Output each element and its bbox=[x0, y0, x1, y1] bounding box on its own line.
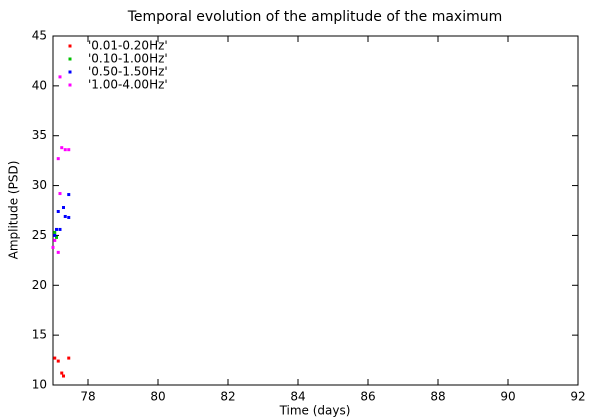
point bbox=[56, 157, 60, 161]
x-tick-label: 80 bbox=[150, 390, 165, 404]
x-tick-label: 88 bbox=[430, 390, 445, 404]
legend-marker bbox=[68, 83, 72, 87]
y-axis-label: Amplitude (PSD) bbox=[7, 161, 21, 260]
point bbox=[60, 371, 64, 375]
x-tick-label: 84 bbox=[290, 390, 305, 404]
point bbox=[58, 75, 62, 79]
x-tick-label: 86 bbox=[360, 390, 375, 404]
point bbox=[67, 148, 71, 152]
legend-label: '1.00-4.00Hz' bbox=[88, 78, 168, 92]
point bbox=[56, 250, 60, 254]
y-tick-label: 10 bbox=[32, 378, 47, 392]
legend-marker bbox=[68, 44, 72, 48]
legend-label: '0.10-1.00Hz' bbox=[88, 52, 168, 66]
legend-label: '0.50-1.50Hz' bbox=[88, 65, 168, 79]
y-tick-label: 40 bbox=[32, 78, 47, 92]
point bbox=[56, 359, 60, 363]
x-tick-label: 90 bbox=[500, 390, 515, 404]
point bbox=[53, 356, 57, 360]
plot-frame bbox=[52, 35, 579, 386]
point bbox=[67, 193, 71, 197]
point bbox=[53, 233, 57, 237]
chart-title: Temporal evolution of the amplitude of t… bbox=[127, 9, 503, 25]
point bbox=[63, 148, 67, 152]
legend-label: '0.01-0.20Hz' bbox=[88, 39, 168, 53]
point bbox=[60, 146, 64, 150]
y-tick-label: 15 bbox=[32, 328, 47, 342]
point bbox=[56, 209, 60, 213]
point bbox=[62, 374, 65, 378]
point bbox=[58, 227, 62, 231]
x-axis-label: Time (days) bbox=[279, 404, 351, 418]
point bbox=[55, 235, 58, 239]
y-tick-label: 45 bbox=[32, 29, 47, 43]
point bbox=[51, 245, 55, 249]
y-tick-label: 30 bbox=[32, 178, 47, 192]
y-tick-label: 20 bbox=[32, 278, 47, 292]
point bbox=[67, 356, 71, 360]
point bbox=[55, 227, 58, 231]
x-tick-label: 78 bbox=[80, 390, 95, 404]
y-tick-label: 35 bbox=[32, 128, 47, 142]
point bbox=[67, 215, 71, 219]
legend-marker bbox=[68, 57, 72, 61]
point bbox=[63, 214, 67, 218]
point bbox=[58, 192, 62, 196]
point bbox=[62, 206, 65, 210]
y-tick-label: 25 bbox=[32, 228, 47, 242]
legend-marker bbox=[68, 70, 72, 74]
x-tick-label: 82 bbox=[220, 390, 235, 404]
point bbox=[53, 230, 57, 234]
point bbox=[53, 238, 57, 242]
x-tick-label: 92 bbox=[570, 390, 585, 404]
